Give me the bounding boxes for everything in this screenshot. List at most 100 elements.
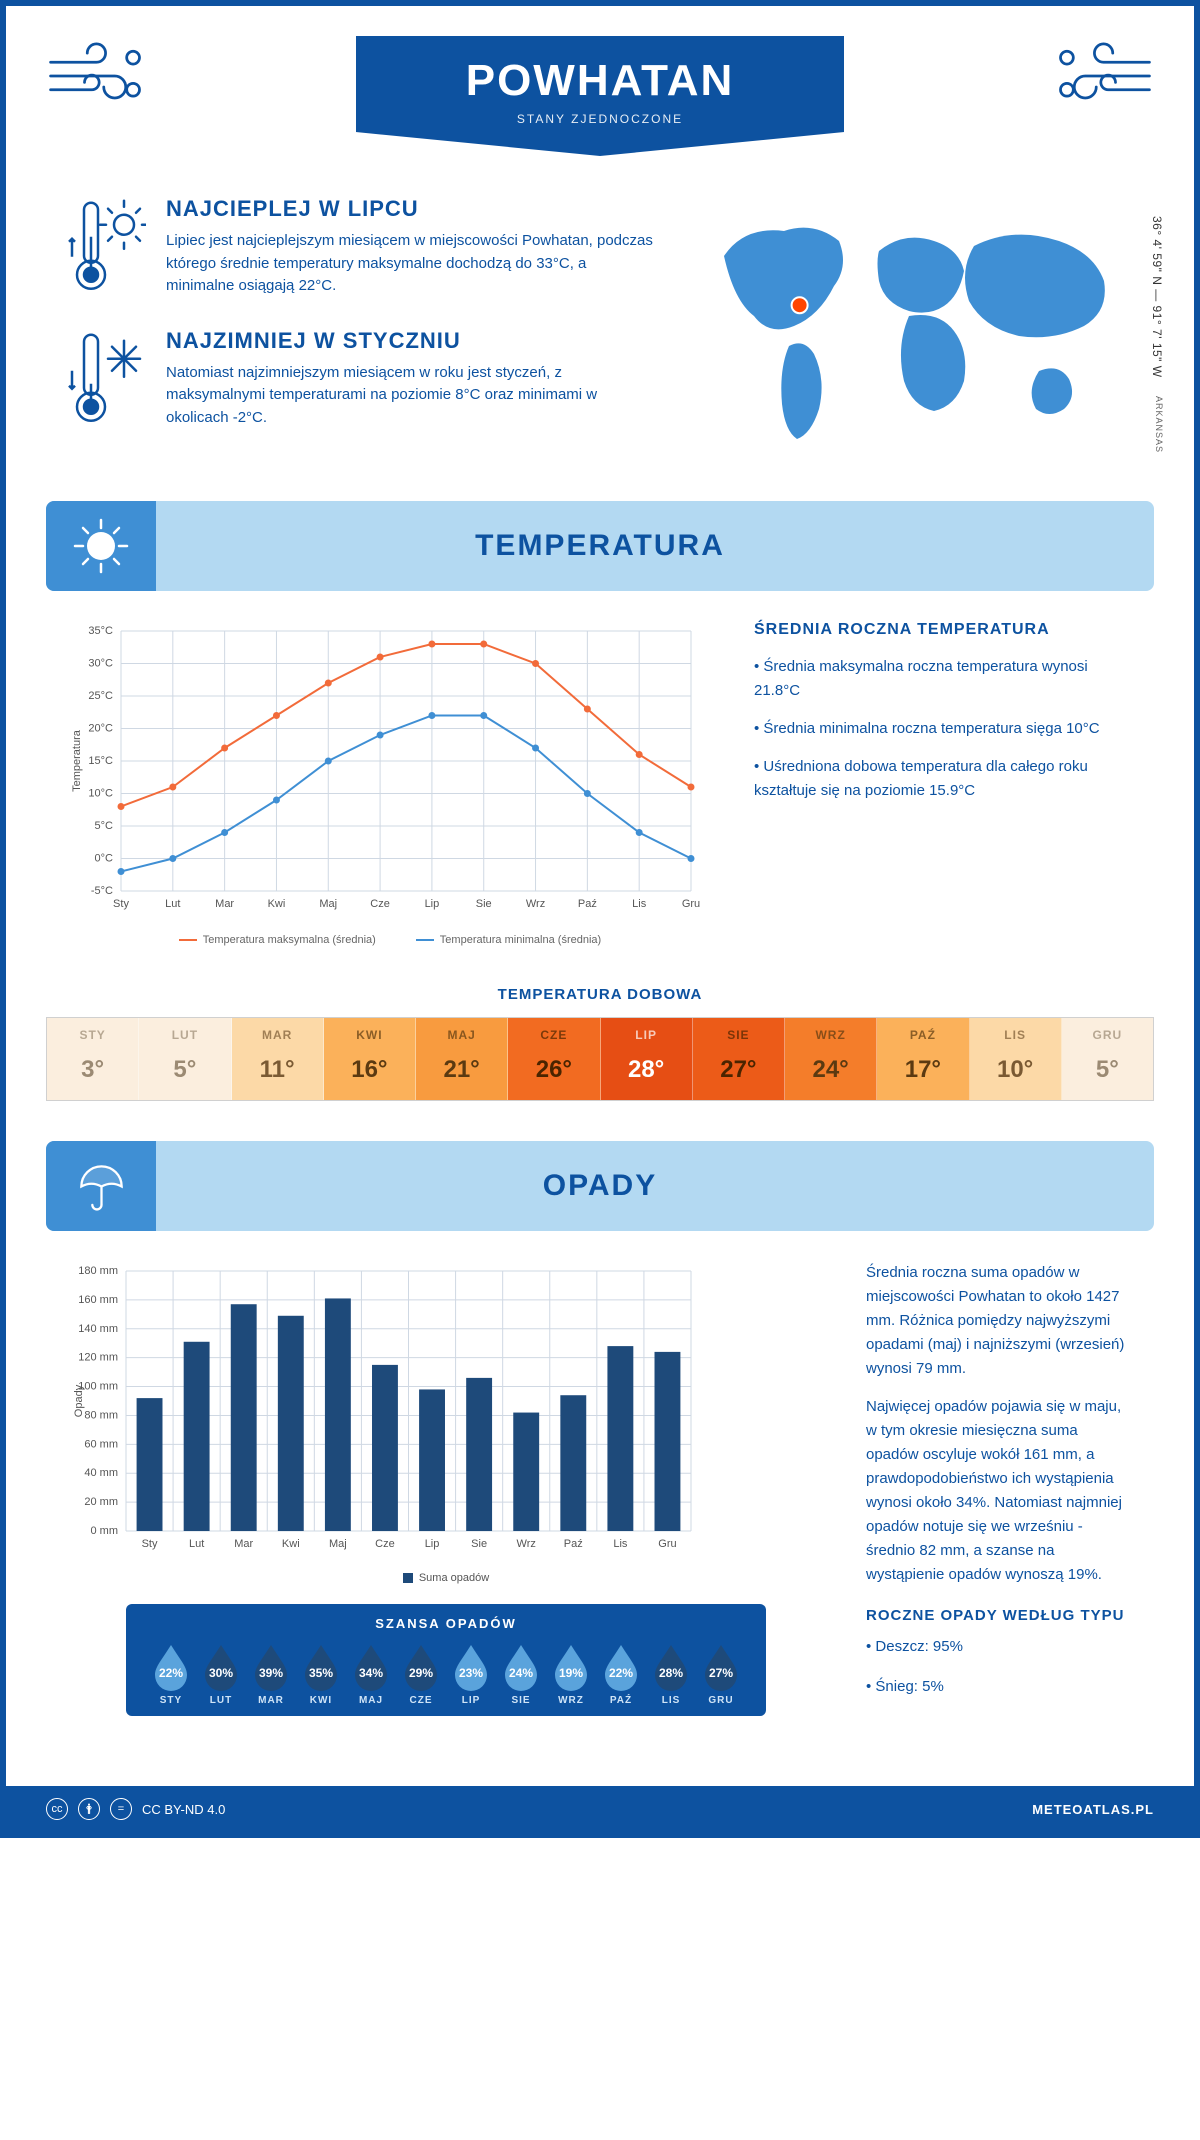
sun-icon <box>71 516 131 576</box>
svg-text:22%: 22% <box>159 1666 183 1680</box>
drops-title: SZANSA OPADÓW <box>146 1616 746 1631</box>
precip-summary: Średnia roczna suma opadów w miejscowośc… <box>866 1261 1134 1716</box>
thermometer-cold-icon <box>66 328 146 430</box>
svg-text:0°C: 0°C <box>95 853 114 865</box>
svg-text:140 mm: 140 mm <box>78 1323 118 1335</box>
heatmap-title: TEMPERATURA DOBOWA <box>6 986 1194 1003</box>
precip-chance-drop: 22% PAŹ <box>596 1643 646 1706</box>
svg-text:Gru: Gru <box>658 1538 676 1550</box>
heatmap-cell: LUT5° <box>139 1018 231 1100</box>
page-header: POWHATAN STANY ZJEDNOCZONE <box>6 6 1194 176</box>
svg-text:35°C: 35°C <box>88 625 113 637</box>
svg-text:22%: 22% <box>609 1666 633 1680</box>
precip-type-line: • Śnieg: 5% <box>866 1674 1134 1700</box>
title-banner: POWHATAN STANY ZJEDNOCZONE <box>356 36 845 156</box>
heatmap-cell: STY3° <box>47 1018 139 1100</box>
heatmap-cell: LIS10° <box>970 1018 1062 1100</box>
bar-legend: Suma opadów <box>66 1572 826 1584</box>
svg-text:Lip: Lip <box>425 1538 440 1550</box>
temperature-summary: ŚREDNIA ROCZNA TEMPERATURA Średnia maksy… <box>754 621 1134 946</box>
svg-text:Opady: Opady <box>73 1384 85 1417</box>
summary-line: Średnia minimalna roczna temperatura się… <box>754 717 1134 741</box>
precip-text-2: Najwięcej opadów pojawia się w maju, w t… <box>866 1395 1134 1587</box>
svg-text:Cze: Cze <box>375 1538 395 1550</box>
fact-hot-text: Lipiec jest najcieplejszym miesiącem w m… <box>166 230 654 298</box>
svg-text:35%: 35% <box>309 1666 333 1680</box>
svg-text:39%: 39% <box>259 1666 283 1680</box>
site-name: METEOATLAS.PL <box>1032 1802 1154 1817</box>
svg-text:80 mm: 80 mm <box>84 1409 118 1421</box>
precip-chance-drop: 34% MAJ <box>346 1643 396 1706</box>
precip-chance-drop: 29% CZE <box>396 1643 446 1706</box>
heatmap-cell: LIP28° <box>601 1018 693 1100</box>
by-icon: 🛉 <box>78 1798 100 1820</box>
world-map-panel: 36° 4' 59" N — 91° 7' 15" W ARKANSAS <box>694 196 1134 461</box>
section-title: OPADY <box>543 1169 657 1203</box>
page-title: POWHATAN <box>466 56 735 106</box>
section-header-precip: OPADY <box>46 1141 1154 1231</box>
svg-text:160 mm: 160 mm <box>78 1294 118 1306</box>
heatmap-cell: PAŹ17° <box>877 1018 969 1100</box>
region-label: ARKANSAS <box>1154 396 1164 453</box>
location-marker-icon <box>792 297 808 313</box>
heatmap-cell: GRU5° <box>1062 1018 1153 1100</box>
svg-text:29%: 29% <box>409 1666 433 1680</box>
temperature-line-chart: -5°C0°C5°C10°C15°C20°C25°C30°C35°CStyLut… <box>66 621 714 946</box>
svg-text:30°C: 30°C <box>88 658 113 670</box>
license-label: CC BY-ND 4.0 <box>142 1802 225 1817</box>
svg-text:15°C: 15°C <box>88 755 113 767</box>
svg-text:28%: 28% <box>659 1666 683 1680</box>
svg-text:Cze: Cze <box>370 898 390 910</box>
fact-cold-title: NAJZIMNIEJ W STYCZNIU <box>166 328 654 354</box>
svg-text:Lut: Lut <box>189 1538 204 1550</box>
svg-text:Wrz: Wrz <box>517 1538 536 1550</box>
fact-cold-text: Natomiast najzimniejszym miesiącem w rok… <box>166 362 654 430</box>
page-subtitle: STANY ZJEDNOCZONE <box>466 112 735 126</box>
svg-text:Kwi: Kwi <box>282 1538 300 1550</box>
heatmap-cell: SIE27° <box>693 1018 785 1100</box>
svg-text:19%: 19% <box>559 1666 583 1680</box>
heatmap-cell: MAJ21° <box>416 1018 508 1100</box>
cc-icon: cc <box>46 1798 68 1820</box>
svg-text:Lut: Lut <box>165 898 180 910</box>
section-header-temperature: TEMPERATURA <box>46 501 1154 591</box>
umbrella-icon <box>74 1159 129 1214</box>
svg-text:40 mm: 40 mm <box>84 1467 118 1479</box>
svg-text:10°C: 10°C <box>88 788 113 800</box>
coordinates-label: 36° 4' 59" N — 91° 7' 15" W <box>1150 216 1164 378</box>
svg-text:Lip: Lip <box>425 898 440 910</box>
svg-text:Lis: Lis <box>632 898 647 910</box>
nd-icon: = <box>110 1798 132 1820</box>
svg-text:Gru: Gru <box>682 898 700 910</box>
summary-line: Średnia maksymalna roczna temperatura wy… <box>754 655 1134 703</box>
chart-legend: Temperatura maksymalna (średnia) Tempera… <box>66 934 714 946</box>
legend-min: Temperatura minimalna (średnia) <box>416 934 601 946</box>
svg-text:60 mm: 60 mm <box>84 1438 118 1450</box>
precip-text-1: Średnia roczna suma opadów w miejscowośc… <box>866 1261 1134 1381</box>
svg-text:-5°C: -5°C <box>91 885 113 897</box>
wind-icon <box>1044 36 1154 116</box>
svg-text:30%: 30% <box>209 1666 233 1680</box>
svg-text:Sie: Sie <box>476 898 492 910</box>
svg-text:Mar: Mar <box>234 1538 253 1550</box>
fact-hot-title: NAJCIEPLEJ W LIPCU <box>166 196 654 222</box>
svg-text:Wrz: Wrz <box>526 898 545 910</box>
svg-text:20 mm: 20 mm <box>84 1496 118 1508</box>
wind-icon <box>46 36 156 116</box>
svg-text:Temperatura: Temperatura <box>71 729 83 792</box>
svg-text:25°C: 25°C <box>88 690 113 702</box>
svg-text:Sty: Sty <box>142 1538 158 1550</box>
svg-text:23%: 23% <box>459 1666 483 1680</box>
precip-chance-drop: 28% LIS <box>646 1643 696 1706</box>
legend-max: Temperatura maksymalna (średnia) <box>179 934 376 946</box>
section-title: TEMPERATURA <box>475 529 725 563</box>
summary-title: ŚREDNIA ROCZNA TEMPERATURA <box>754 621 1134 639</box>
fact-coldest: NAJZIMNIEJ W STYCZNIU Natomiast najzimni… <box>66 328 654 430</box>
svg-text:120 mm: 120 mm <box>78 1352 118 1364</box>
temperature-heatmap: STY3°LUT5°MAR11°KWI16°MAJ21°CZE26°LIP28°… <box>46 1017 1154 1101</box>
intro-section: NAJCIEPLEJ W LIPCU Lipiec jest najcieple… <box>6 176 1194 501</box>
precip-chance-drop: 27% GRU <box>696 1643 746 1706</box>
precip-chance-drop: 39% MAR <box>246 1643 296 1706</box>
svg-text:Paź: Paź <box>564 1538 583 1550</box>
svg-text:180 mm: 180 mm <box>78 1265 118 1277</box>
